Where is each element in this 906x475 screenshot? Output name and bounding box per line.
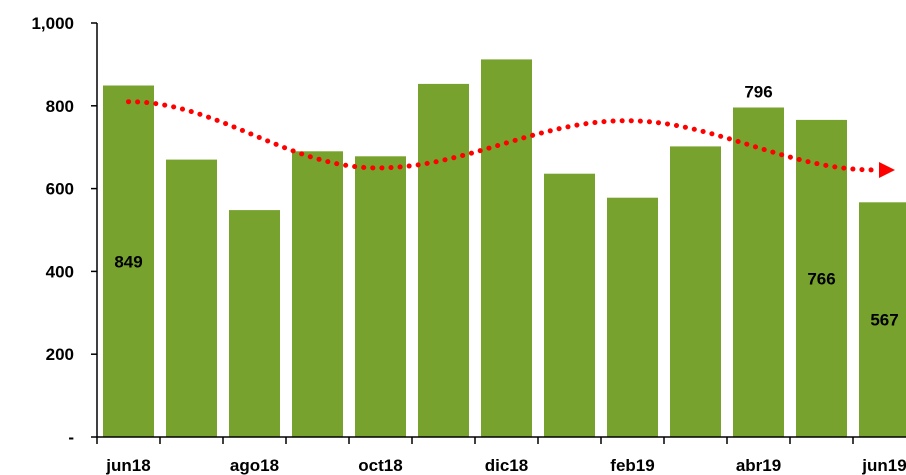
bar-jul18 xyxy=(166,159,217,437)
x-tick-label: oct18 xyxy=(358,456,402,475)
x-tick-label: jun19 xyxy=(861,456,906,475)
x-tick-label: abr19 xyxy=(736,456,781,475)
trendline xyxy=(126,99,878,173)
data-label: 796 xyxy=(744,83,772,102)
bar-nov18 xyxy=(418,83,469,438)
bar-feb19 xyxy=(607,197,658,437)
y-tick-label: 600 xyxy=(46,180,74,199)
y-tick-label: 1,000 xyxy=(31,14,74,33)
x-tick-label: dic18 xyxy=(485,456,528,475)
x-tick-label: jun18 xyxy=(105,456,150,475)
trend-layer xyxy=(126,99,895,178)
bar-may19 xyxy=(796,119,847,438)
y-tick-label: - xyxy=(68,428,74,447)
data-label: 567 xyxy=(870,311,898,330)
x-tick-label: feb19 xyxy=(610,456,654,475)
data-label: 849 xyxy=(114,252,142,271)
x-tick-label: ago18 xyxy=(230,456,279,475)
bar-ene19 xyxy=(544,173,595,437)
bar-sep18 xyxy=(292,151,343,438)
bar-jun19 xyxy=(859,202,906,437)
y-tick-label: 200 xyxy=(46,345,74,364)
bar-oct18 xyxy=(355,156,406,438)
bar-jun18 xyxy=(103,85,154,437)
bar-mar19 xyxy=(670,146,721,437)
data-label: 766 xyxy=(807,269,835,288)
trendline-arrowhead xyxy=(879,162,895,178)
y-tick-label: 800 xyxy=(46,97,74,116)
bar-ago18 xyxy=(229,210,280,437)
bars-layer xyxy=(103,59,906,438)
bar-dic18 xyxy=(481,59,532,438)
axis-layer: - 200 400 600 800 1,000 jun18 ago18 oct18 dic18 fe… xyxy=(31,14,906,475)
labels-layer: 849 796 766 567 xyxy=(114,83,898,330)
bar-abr19 xyxy=(733,107,784,437)
y-tick-label: 400 xyxy=(46,262,74,281)
